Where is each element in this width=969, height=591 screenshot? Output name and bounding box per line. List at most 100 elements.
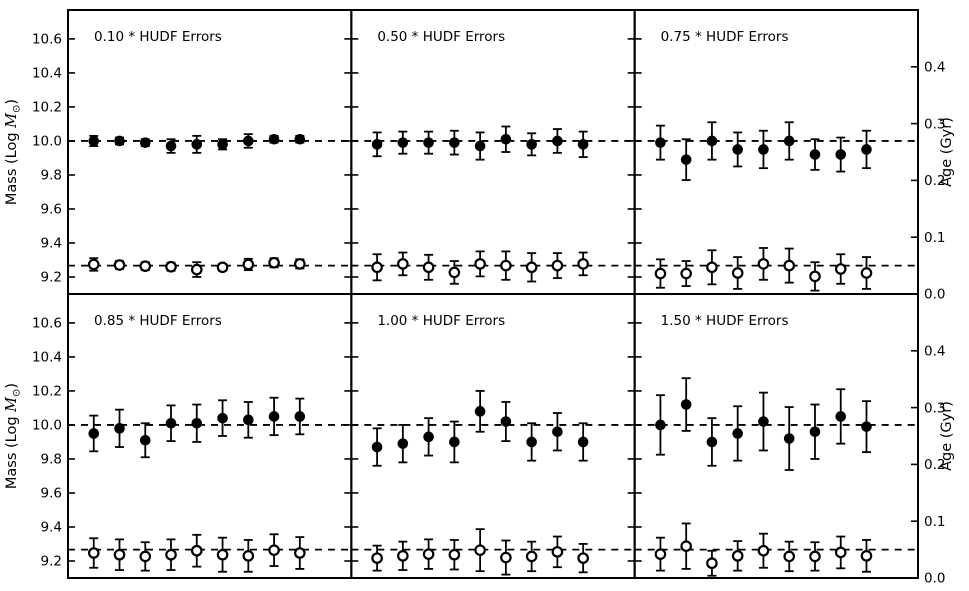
panel-6: 1.50 * HUDF Errors xyxy=(633,293,920,579)
mass-point xyxy=(732,428,743,439)
mass-point xyxy=(397,137,409,148)
age-point xyxy=(809,550,821,563)
age-point xyxy=(294,258,306,270)
panel-2: 0.50 * HUDF Errors xyxy=(350,9,636,295)
age-point xyxy=(268,544,280,556)
mass-tick-label: 10.6 xyxy=(32,32,62,48)
panel-5: 1.00 * HUDF Errors xyxy=(350,293,636,579)
age-point xyxy=(860,267,873,279)
mass-point xyxy=(706,135,718,147)
mass-point xyxy=(577,436,589,448)
age-tick-label: 0.2 xyxy=(924,457,945,473)
mass-point xyxy=(552,426,563,438)
age-tick-label: 0.4 xyxy=(924,344,945,360)
mass-point xyxy=(783,433,795,444)
age-point xyxy=(242,258,255,271)
mass-point xyxy=(139,434,151,446)
mass-point xyxy=(449,436,460,448)
age-point xyxy=(731,267,744,279)
mass-tick-label: 9.4 xyxy=(41,236,62,252)
age-point xyxy=(654,267,667,280)
age-point xyxy=(397,550,409,562)
mass-axis-label: Mass (Log M⊙) xyxy=(4,99,23,205)
mass-point xyxy=(165,140,177,152)
age-point xyxy=(139,260,152,272)
panel-4: 0.85 * HUDF Errors xyxy=(67,293,353,579)
age-point xyxy=(448,548,461,561)
mass-point xyxy=(139,137,151,148)
mass-point xyxy=(706,436,718,448)
age-tick-label: 0.0 xyxy=(924,287,945,303)
mass-point xyxy=(809,149,821,160)
panel-border xyxy=(633,293,920,579)
age-point xyxy=(422,548,435,560)
mass-tick-label: 10.4 xyxy=(32,350,62,366)
mass-point xyxy=(655,419,666,431)
mass-tick-label: 9.4 xyxy=(41,520,62,536)
panel-border xyxy=(67,293,353,579)
age-point xyxy=(371,261,383,274)
mass-tick-label: 9.2 xyxy=(41,270,62,286)
age-point xyxy=(525,261,538,274)
mass-point xyxy=(191,139,203,150)
age-axis-label: Age (Gyr) xyxy=(939,117,955,187)
mass-axis-label: Mass (Log M⊙) xyxy=(4,383,23,489)
age-point xyxy=(268,256,280,269)
mass-point xyxy=(680,399,692,410)
age-point xyxy=(474,544,486,556)
age-point xyxy=(834,263,847,275)
panel-title: 1.00 * HUDF Errors xyxy=(377,313,505,329)
mass-point xyxy=(526,436,537,448)
age-point xyxy=(577,258,589,270)
age-point xyxy=(87,547,100,559)
mass-point xyxy=(294,411,306,422)
age-point xyxy=(500,551,512,564)
age-tick-label: 0.4 xyxy=(924,60,945,76)
age-point xyxy=(216,261,229,274)
mass-point xyxy=(500,133,512,145)
age-point xyxy=(216,548,229,561)
mass-point xyxy=(243,135,254,147)
mass-point xyxy=(861,144,872,155)
mass-point xyxy=(809,426,821,438)
mass-point xyxy=(680,154,692,165)
mass-point xyxy=(371,139,383,150)
age-tick-label: 0.2 xyxy=(924,173,945,189)
age-point xyxy=(397,258,409,270)
mass-tick-label: 10.4 xyxy=(32,66,62,82)
mass-point xyxy=(474,406,486,417)
age-point xyxy=(525,550,538,563)
mass-point xyxy=(268,411,280,422)
age-point xyxy=(113,259,126,271)
age-point xyxy=(654,548,667,560)
age-point xyxy=(731,550,744,562)
mass-point xyxy=(835,149,847,160)
age-point xyxy=(242,550,255,562)
age-tick-label: 0.0 xyxy=(924,571,945,587)
panel-border xyxy=(350,293,636,579)
mass-point xyxy=(577,139,589,150)
panel-title: 0.50 * HUDF Errors xyxy=(377,29,505,45)
mass-point xyxy=(294,133,306,145)
mass-point xyxy=(88,428,100,439)
age-point xyxy=(860,550,873,562)
age-point xyxy=(706,261,718,274)
age-point xyxy=(190,263,203,276)
age-point xyxy=(757,258,770,270)
mass-tick-label: 10.2 xyxy=(32,100,62,116)
age-point xyxy=(448,266,461,279)
age-point xyxy=(371,552,383,564)
mass-point xyxy=(526,139,537,150)
mass-point xyxy=(758,144,769,155)
mass-point xyxy=(783,135,795,147)
age-point xyxy=(294,547,306,559)
age-point xyxy=(165,548,177,561)
panel-3: 0.75 * HUDF Errors xyxy=(633,9,920,295)
age-tick-label: 0.3 xyxy=(924,116,945,132)
mass-point xyxy=(732,144,743,155)
age-tick-label: 0.1 xyxy=(924,230,945,246)
age-point xyxy=(809,270,821,283)
age-tick-label: 0.3 xyxy=(924,400,945,416)
mass-point xyxy=(268,133,280,145)
mass-point xyxy=(217,412,228,424)
